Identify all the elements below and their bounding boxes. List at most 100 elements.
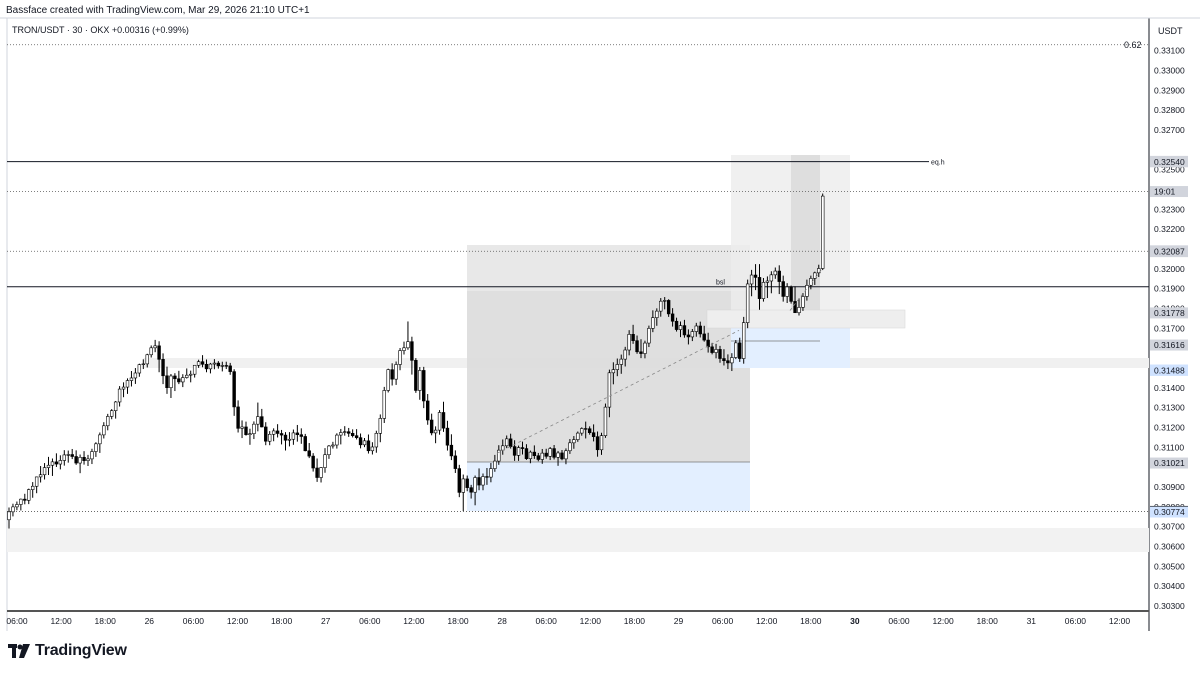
candle-up — [248, 433, 252, 435]
candle-up — [694, 325, 699, 332]
candle-up — [287, 438, 292, 441]
candle-up — [761, 282, 766, 299]
candle-down — [366, 440, 371, 452]
candle-up — [38, 474, 43, 478]
candle-down — [457, 468, 461, 493]
candle-down — [350, 432, 355, 436]
tradingview-logo[interactable]: TradingView — [8, 642, 127, 660]
candle-up — [548, 448, 552, 457]
x-tick-label: 06:00 — [359, 616, 381, 626]
y-tick-label: 0.30500 — [1154, 561, 1185, 571]
candle-up — [110, 410, 114, 417]
candle-up — [90, 451, 94, 460]
candle-down — [587, 428, 592, 434]
x-tick-label: 06:00 — [536, 616, 558, 626]
x-tick-label: 18:00 — [800, 616, 822, 626]
candle-up — [149, 347, 153, 356]
candle-up — [27, 489, 31, 501]
y-tick-label: 0.32200 — [1154, 224, 1185, 234]
y-tick-label: 0.31200 — [1154, 423, 1185, 433]
candle-up — [11, 506, 15, 513]
candle-down — [706, 339, 710, 348]
candle-up — [765, 280, 770, 283]
candle-up — [580, 428, 584, 434]
candle-up — [86, 458, 90, 461]
candle-up — [627, 334, 631, 351]
y-tick-label: 0.31100 — [1154, 442, 1184, 452]
candle-down — [635, 340, 639, 353]
x-tick-label: 12:00 — [1109, 616, 1131, 626]
candle-down — [544, 452, 548, 457]
y-tick-label: 0.32900 — [1154, 85, 1185, 95]
candle-down — [165, 375, 169, 388]
candle-up — [528, 451, 533, 459]
candle-down — [698, 325, 702, 335]
candle-up — [323, 454, 327, 468]
candle-down — [82, 456, 86, 461]
x-tick-label: 12:00 — [227, 616, 249, 626]
candle-down — [520, 447, 525, 449]
candle-up — [813, 272, 817, 279]
candle-up — [556, 452, 560, 458]
y-tick-label: 0.31400 — [1154, 383, 1185, 393]
x-tick-label: 18:00 — [95, 616, 117, 626]
tradingview-logo-icon — [8, 644, 30, 658]
candle-up — [192, 364, 197, 375]
candle-down — [666, 300, 671, 315]
candle-down — [532, 451, 537, 457]
symbol-info[interactable]: TRON/USDT · 30 · OKX +0.00316 (+0.99%) — [12, 25, 189, 35]
candle-down — [465, 478, 469, 488]
candle-up — [623, 349, 627, 360]
price-label-bg — [1150, 364, 1188, 376]
y-tick-label: 0.32000 — [1154, 264, 1185, 274]
price-chart[interactable]: 0.62 eq.h bsl 0.33100 0.33000 0.32900 0.32800… — [0, 0, 1200, 640]
candle-up — [374, 432, 379, 448]
range-box-blue — [467, 462, 750, 511]
candle-up — [576, 432, 580, 440]
currency-label[interactable]: USDT — [1158, 26, 1183, 36]
candle-up — [734, 342, 738, 358]
candle-down — [173, 375, 177, 380]
candle-up — [319, 467, 323, 478]
y-tick-label: 0.32700 — [1154, 125, 1185, 135]
price-label-bg — [1150, 457, 1188, 469]
candle-up — [267, 433, 272, 442]
candle-up — [125, 380, 130, 388]
candle-up — [137, 364, 142, 374]
candle-up — [169, 375, 173, 388]
candle-down — [358, 437, 363, 446]
candle-down — [299, 434, 303, 437]
candle-up — [339, 432, 343, 436]
x-tick-label: 18:00 — [271, 616, 293, 626]
candle-down — [536, 455, 541, 460]
candle-down — [70, 454, 74, 457]
candle-down — [204, 363, 209, 370]
candle-up — [362, 440, 367, 446]
candle-down — [757, 277, 762, 299]
candle-down — [425, 400, 430, 421]
candle-up — [46, 464, 51, 468]
bsl-label: bsl — [716, 280, 725, 287]
candle-up — [619, 358, 623, 365]
candle-up — [113, 401, 118, 411]
x-tick-label: 28 — [497, 616, 507, 626]
candle-down — [200, 361, 205, 365]
candle-up — [181, 377, 185, 383]
candle-up — [690, 331, 695, 338]
candle-down — [177, 378, 181, 383]
candle-up — [7, 511, 11, 521]
y-tick-label: 0.33100 — [1154, 46, 1185, 56]
x-tick-label: 06:00 — [1065, 616, 1087, 626]
x-tick-label: 06:00 — [888, 616, 910, 626]
candle-up — [730, 357, 734, 364]
candle-up — [370, 446, 375, 452]
candle-down — [390, 369, 394, 380]
price-label: 0.31616 — [1154, 340, 1185, 350]
candle-down — [710, 346, 714, 353]
x-tick-label: 12:00 — [756, 616, 778, 626]
candle-down — [414, 360, 418, 391]
candle-up — [540, 452, 544, 460]
x-tick-label: 06:00 — [6, 616, 28, 626]
x-tick-label: 31 — [1027, 616, 1037, 626]
y-tick-label: 0.33000 — [1154, 66, 1185, 76]
